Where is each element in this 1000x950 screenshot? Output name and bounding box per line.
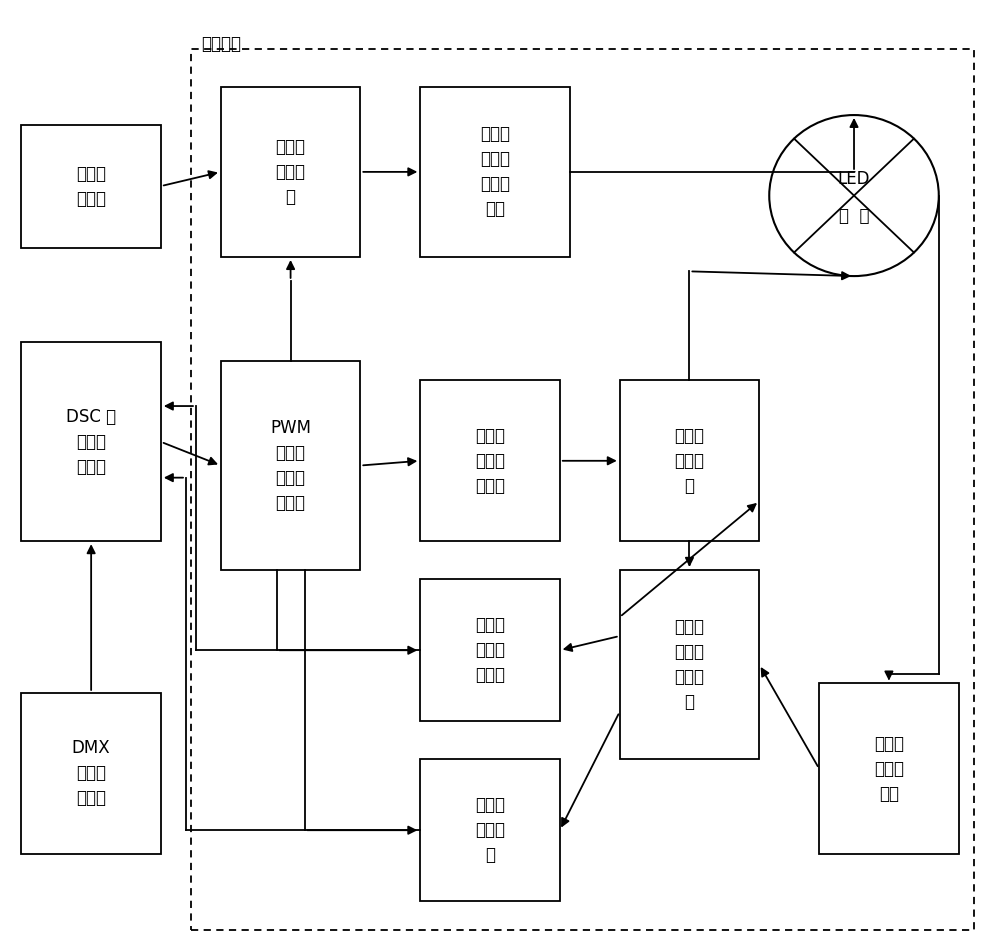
Text: 功率电
阻电流
检测模
块: 功率电 阻电流 检测模 块 — [674, 618, 704, 711]
Text: LED: LED — [838, 169, 870, 187]
Text: 灯  具: 灯 具 — [839, 207, 869, 225]
Bar — [21, 124, 161, 248]
Text: DMX
信号输
入模块: DMX 信号输 入模块 — [72, 739, 110, 808]
Bar — [420, 759, 560, 902]
Circle shape — [769, 115, 939, 276]
Bar — [620, 570, 759, 759]
Bar — [191, 48, 974, 930]
Bar — [420, 580, 560, 721]
Text: 电流负
反馈模
块: 电流负 反馈模 块 — [475, 796, 505, 865]
Bar — [221, 361, 360, 570]
Bar — [21, 693, 161, 854]
Text: 输出通道: 输出通道 — [201, 34, 241, 52]
Text: PWM
控制信
号受控
分压器: PWM 控制信 号受控 分压器 — [270, 419, 311, 512]
Bar — [620, 380, 759, 542]
Text: 电流截
止负反
馈模块: 电流截 止负反 馈模块 — [475, 617, 505, 684]
Text: DSC 数
字信号
控制器: DSC 数 字信号 控制器 — [66, 408, 116, 476]
Bar — [420, 86, 570, 257]
Text: 信号叠
加电压
跟随器: 信号叠 加电压 跟随器 — [475, 427, 505, 495]
Text: 直流电
源模块: 直流电 源模块 — [76, 164, 106, 208]
Bar — [819, 683, 959, 854]
Text: 受控功
率稳压
器: 受控功 率稳压 器 — [276, 138, 306, 206]
Text: 防振荡
功率补
偿滤波
模块: 防振荡 功率补 偿滤波 模块 — [480, 125, 510, 218]
Bar — [21, 342, 161, 542]
Bar — [221, 86, 360, 257]
Text: 大功率
场效应
管: 大功率 场效应 管 — [674, 427, 704, 495]
Text: 基板温
度采集
模块: 基板温 度采集 模块 — [874, 734, 904, 803]
Bar — [420, 380, 560, 542]
